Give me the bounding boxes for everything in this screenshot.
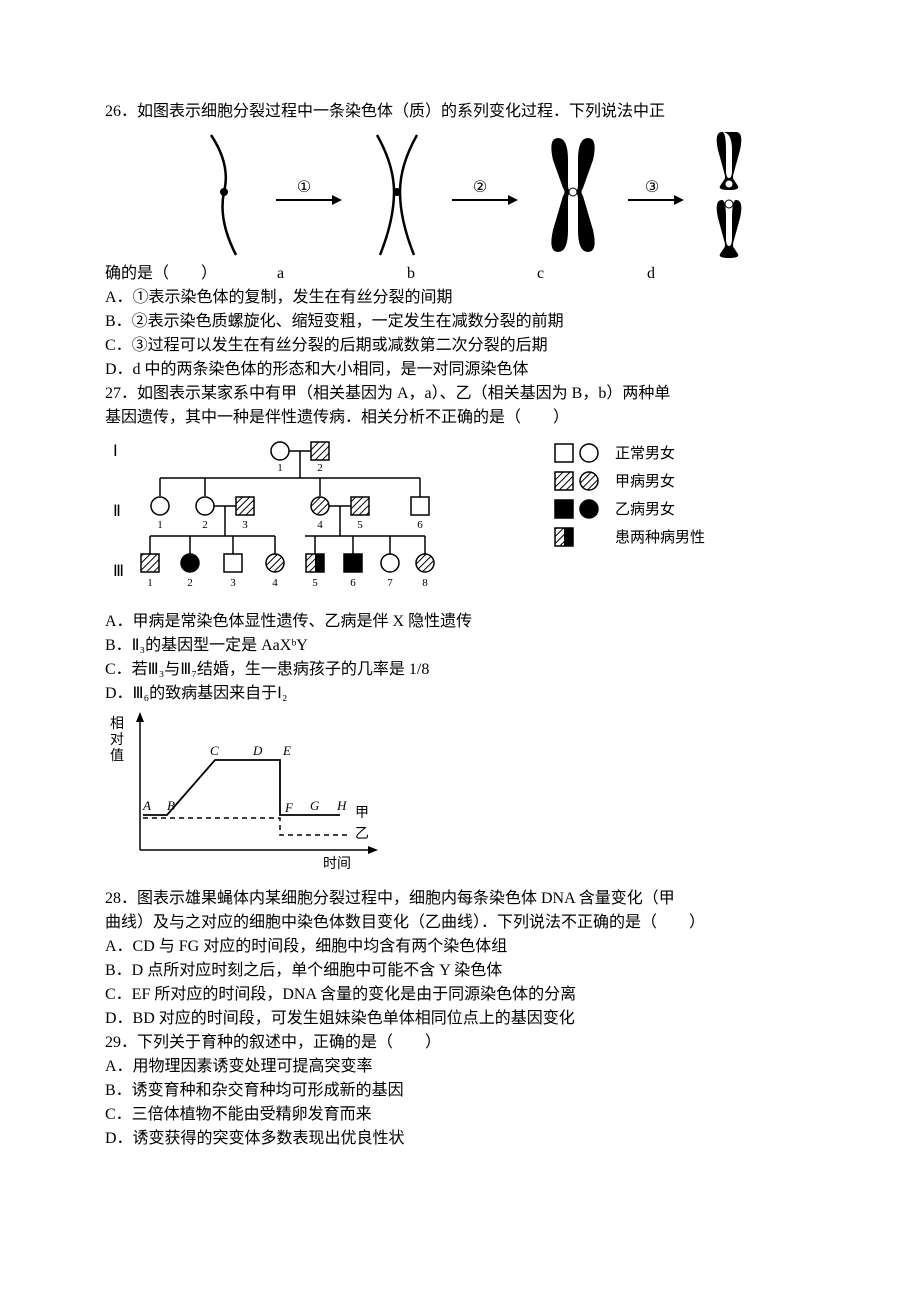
svg-text:5: 5 [312, 577, 318, 589]
exam-page: 26．如图表示细胞分裂过程中一条染色体（质）的系列变化过程．下列说法中正 ① ② [0, 0, 920, 1302]
svg-text:乙: 乙 [355, 826, 369, 842]
chromosome-c [538, 130, 608, 260]
svg-text:时间: 时间 [323, 856, 351, 872]
q27-opt-b: B．Ⅱ₃的基因型一定是 AaXᵇY [105, 634, 815, 658]
q27-stem1: 27．如图表示某家系中有甲（相关基因为 A，a）、乙（相关基因为 B，b）两种单 [105, 382, 815, 406]
chromosome-b [362, 130, 432, 260]
svg-text:Ⅲ: Ⅲ [113, 563, 124, 580]
svg-text:1: 1 [157, 519, 163, 531]
q27-opt-d: D．Ⅲ₆的致病基因来自于Ⅰ₂ [105, 682, 815, 706]
svg-text:6: 6 [417, 519, 423, 531]
arrow-2: ② [450, 180, 520, 210]
q27-stem2: 基因遗传，其中一种是伴性遗传病．相关分析不正确的是（ ） [105, 406, 815, 430]
chromosome-d [704, 130, 754, 260]
svg-text:乙病男女: 乙病男女 [615, 500, 675, 518]
q26-opt-d: D．d 中的两条染色体的形态和大小相同，是一对同源染色体 [105, 358, 815, 382]
label-c: c [537, 262, 647, 286]
q28-opt-c: C．EF 所对应的时间段，DNA 含量的变化是由于同源染色体的分离 [105, 983, 815, 1007]
svg-text:Ⅱ: Ⅱ [113, 503, 121, 520]
chromosome-a [196, 130, 256, 260]
q26-opt-c: C．③过程可以发生在有丝分裂的后期或减数第二次分裂的后期 [105, 334, 815, 358]
q29-opt-c: C．三倍体植物不能由受精卵发育而来 [105, 1103, 815, 1127]
svg-text:对: 对 [110, 732, 124, 748]
label-d: d [647, 262, 777, 286]
svg-text:①: ① [297, 180, 311, 196]
arrow-3: ③ [626, 180, 686, 210]
q27-pedigree: Ⅰ Ⅱ Ⅲ 1 2 1 2 3 4 [105, 436, 815, 604]
svg-text:3: 3 [242, 519, 248, 531]
svg-text:值: 值 [110, 748, 124, 764]
svg-text:A: A [142, 798, 151, 813]
svg-text:甲病男女: 甲病男女 [615, 472, 675, 490]
q27-opt-c: C．若Ⅲ₃与Ⅲ₇结婚，生一患病孩子的几率是 1/8 [105, 658, 815, 682]
svg-text:相: 相 [110, 716, 124, 732]
q29-opt-a: A．用物理因素诱变处理可提高突变率 [105, 1055, 815, 1079]
q28-opt-d: D．BD 对应的时间段，可发生姐妹染色单体相同位点上的基因变化 [105, 1007, 815, 1031]
svg-text:③: ③ [645, 180, 659, 196]
q26-opt-b: B．②表示染色质螺旋化、缩短变粗，一定发生在减数分裂的前期 [105, 310, 815, 334]
q28-opt-a: A．CD 与 FG 对应的时间段，细胞中均含有两个染色体组 [105, 935, 815, 959]
q26-stem-a: 26．如图表示细胞分裂过程中一条染色体（质）的系列变化过程．下列说法中正 [105, 100, 815, 124]
svg-text:3: 3 [230, 577, 236, 589]
label-a: a [277, 262, 407, 286]
svg-text:1: 1 [147, 577, 153, 589]
svg-text:F: F [284, 800, 294, 815]
svg-text:B: B [167, 798, 175, 813]
q27-opt-a: A．甲病是常染色体显性遗传、乙病是伴 X 隐性遗传 [105, 610, 815, 634]
svg-text:E: E [282, 743, 291, 758]
q29-opt-b: B．诱变育种和杂交育种均可形成新的基因 [105, 1079, 815, 1103]
svg-text:H: H [336, 798, 347, 813]
svg-text:2: 2 [202, 519, 208, 531]
svg-text:②: ② [473, 180, 487, 196]
svg-text:5: 5 [357, 519, 363, 531]
label-b: b [407, 262, 537, 286]
svg-text:D: D [252, 743, 263, 758]
svg-text:7: 7 [387, 577, 393, 589]
q26-stem-b-row: 确的是（ ） a b c d [105, 262, 815, 286]
svg-text:C: C [210, 743, 219, 758]
q28-stem2: 曲线）及与之对应的细胞中染色体数目变化（乙曲线）．下列说法不正确的是（ ） [105, 911, 815, 935]
svg-text:4: 4 [317, 519, 323, 531]
q26-stem-b: 确的是（ ） [105, 262, 217, 286]
q28-stem1: 28．图表示雄果蝇体内某细胞分裂过程中，细胞内每条染色体 DNA 含量变化（甲 [105, 887, 815, 911]
svg-text:1: 1 [277, 462, 283, 474]
svg-text:8: 8 [422, 577, 428, 589]
q29-stem: 29．下列关于育种的叙述中，正确的是（ ） [105, 1031, 815, 1055]
svg-text:4: 4 [272, 577, 278, 589]
svg-text:2: 2 [187, 577, 193, 589]
q28-opt-b: B．D 点所对应时刻之后，单个细胞中可能不含 Y 染色体 [105, 959, 815, 983]
svg-text:2: 2 [317, 462, 323, 474]
q26-opt-a: A．①表示染色体的复制，发生在有丝分裂的间期 [105, 286, 815, 310]
svg-text:Ⅰ: Ⅰ [113, 443, 118, 460]
svg-text:6: 6 [350, 577, 356, 589]
q28-graph: 相 对 值 时间 A B C D E F G H 甲 乙 [105, 710, 815, 883]
q26-diagram: ① ② ③ [105, 130, 815, 260]
arrow-1: ① [274, 180, 344, 210]
svg-text:患两种病男性: 患两种病男性 [615, 529, 705, 546]
svg-text:甲: 甲 [355, 806, 369, 821]
svg-text:正常男女: 正常男女 [615, 444, 675, 462]
q29-opt-d: D．诱变获得的突变体多数表现出优良性状 [105, 1127, 815, 1151]
svg-text:G: G [310, 798, 320, 813]
